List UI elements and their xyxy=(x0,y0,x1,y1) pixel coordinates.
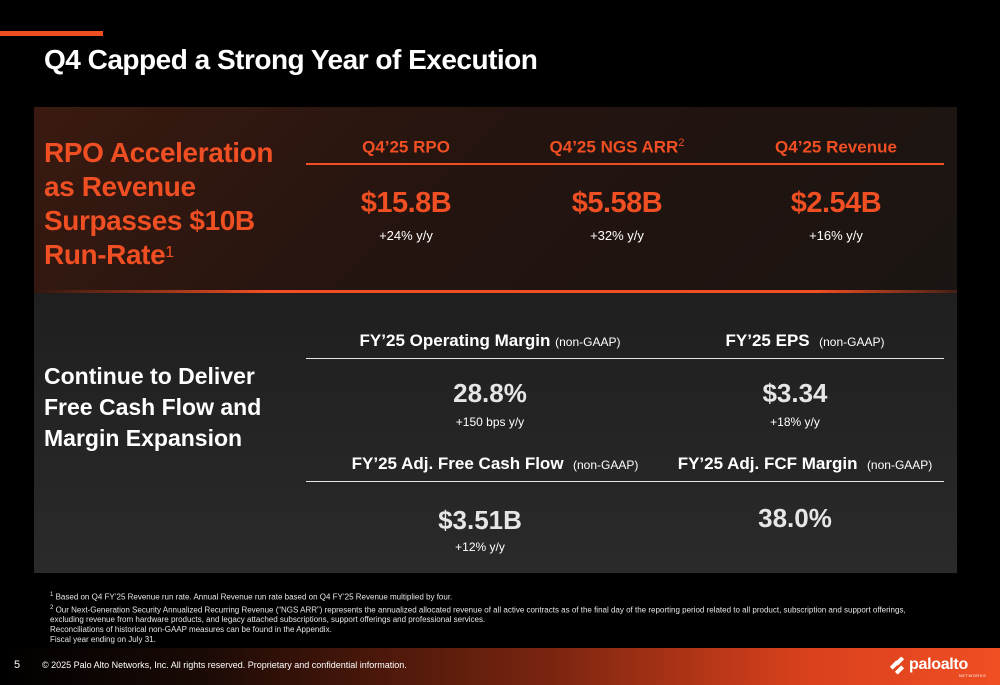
metric-growth-free-cash-flow: +12% y/y xyxy=(455,540,505,554)
ngs-arr-footnote-ref: 2 xyxy=(678,137,685,149)
title-accent-bar xyxy=(0,31,103,36)
rpo-heading-footnote-ref: 1 xyxy=(165,244,174,261)
palo-alto-logo-icon xyxy=(890,657,905,675)
metric-label-free-cash-flow: FY’25 Adj. Free Cash Flow (non-GAAP) xyxy=(351,454,639,473)
rpo-heading: RPO Acceleration as Revenue Surpasses $1… xyxy=(44,137,274,270)
kpi-label-revenue: Q4’25 Revenue xyxy=(775,137,897,157)
kpi-value-ngs-arr: $5.58B xyxy=(571,187,663,219)
metric-value-free-cash-flow: $3.51B xyxy=(438,505,522,535)
metric-growth-operating-margin: +150 bps y/y xyxy=(455,415,525,429)
footnote-3: Reconciliations of historical non-GAAP m… xyxy=(50,625,332,635)
kpi-value-rpo: $15.8B xyxy=(360,187,452,219)
cash-flow-panel xyxy=(34,293,957,573)
palo-alto-logo: paloalto NETWORKS xyxy=(890,655,990,679)
kpi-value-revenue: $2.54B xyxy=(790,187,882,219)
kpi-divider xyxy=(306,163,944,165)
kpi-growth-rpo: +24% y/y xyxy=(379,228,433,243)
kpi-growth-revenue: +16% y/y xyxy=(809,228,863,243)
metric-label-fcf-margin: FY’25 Adj. FCF Margin (non-GAAP) xyxy=(677,454,933,473)
metric-label-operating-margin: FY’25 Operating Margin (non-GAAP) xyxy=(359,331,621,350)
logo-wordmark: paloalto xyxy=(909,656,968,673)
cash-flow-heading: Continue to Deliver Free Cash Flow and M… xyxy=(44,363,262,451)
kpi-label-rpo: Q4’25 RPO xyxy=(362,137,450,157)
logo-subtext: NETWORKS xyxy=(959,673,987,678)
slide-title: Q4 Capped a Strong Year of Execution xyxy=(44,44,538,75)
rpo-panel xyxy=(34,107,957,293)
metric-value-fcf-margin: 38.0% xyxy=(758,503,832,533)
kpi-growth-ngs-arr: +32% y/y xyxy=(590,228,644,243)
footnote-2: 2 Our Next-Generation Security Annualize… xyxy=(50,604,906,625)
metric-label-eps: FY’25 EPS (non-GAAP) xyxy=(725,331,885,350)
footnote-1: 1 Based on Q4 FY’25 Revenue run rate. An… xyxy=(50,592,453,602)
metric-growth-eps: +18% y/y xyxy=(770,415,820,429)
page-number: 5 xyxy=(14,659,21,671)
footnotes: 1 Based on Q4 FY’25 Revenue run rate. An… xyxy=(50,590,930,645)
metric-value-operating-margin: 28.8% xyxy=(453,378,527,408)
copyright: © 2025 Palo Alto Networks, Inc. All righ… xyxy=(42,660,407,670)
footnote-4: Fiscal year ending on July 31. xyxy=(50,635,156,645)
metric-value-eps: $3.34 xyxy=(762,378,828,408)
metric-divider-top xyxy=(306,358,944,359)
kpi-label-ngs-arr: Q4’25 NGS ARR2 xyxy=(549,137,685,157)
footer-bar xyxy=(0,648,1000,685)
metric-divider-bottom xyxy=(306,481,944,482)
